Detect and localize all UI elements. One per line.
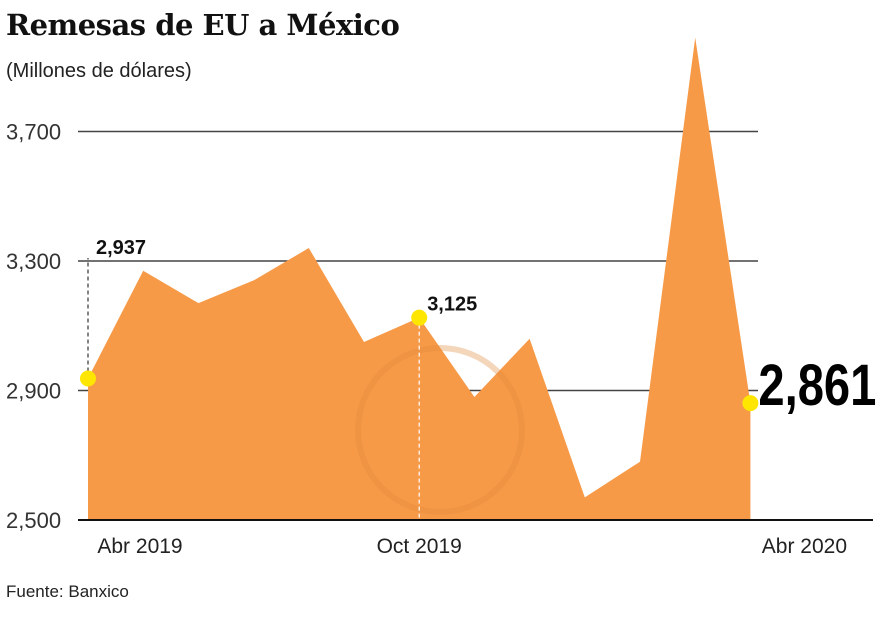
chart-title: Remesas de EU a México — [6, 8, 400, 42]
y-tick-label: 2,500 — [6, 508, 61, 533]
y-tick-label: 2,900 — [6, 379, 61, 404]
annotation-label-latest: 2,861 — [758, 353, 876, 418]
data-point-marker — [80, 370, 96, 387]
y-tick-label: 3,300 — [6, 249, 61, 274]
annotation-label: 2,937 — [96, 237, 146, 259]
y-tick-label: 3,700 — [6, 120, 61, 145]
area-series — [88, 37, 751, 521]
data-point-marker — [411, 309, 428, 326]
x-tick-label: Abr 2020 — [762, 535, 847, 558]
watermark-emblem — [355, 345, 525, 515]
x-tick-label: Abr 2019 — [97, 535, 182, 558]
chart-source: Fuente: Banxico — [6, 582, 129, 601]
annotation-label: 3,125 — [427, 294, 477, 316]
chart-subtitle: (Millones de dólares) — [6, 60, 192, 82]
data-point-marker — [742, 395, 759, 412]
x-tick-label: Oct 2019 — [377, 535, 462, 558]
